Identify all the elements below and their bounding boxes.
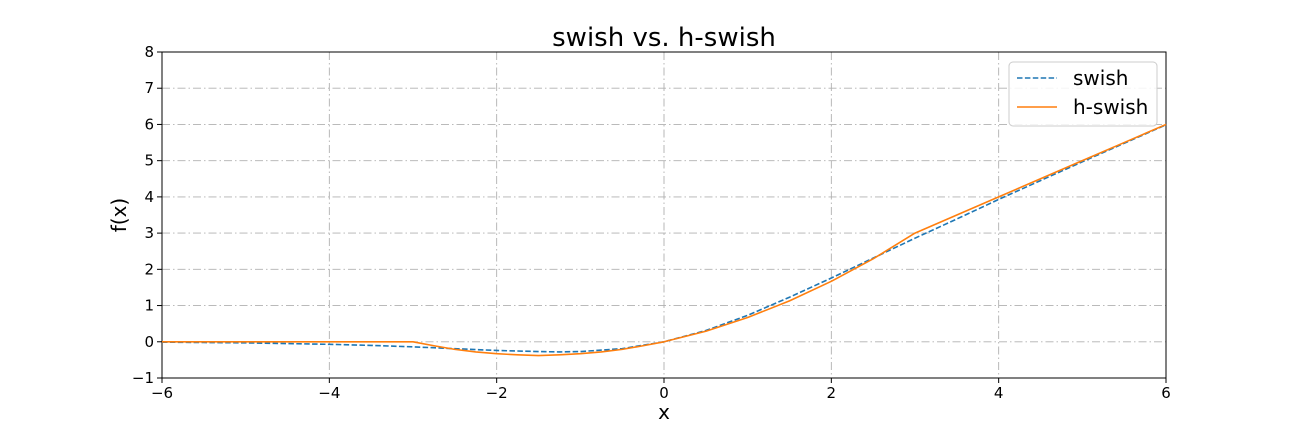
- y-axis-label: f(x): [107, 198, 131, 232]
- chart-title: swish vs. h-swish: [552, 23, 776, 53]
- y-tick-labels: −1 0 1 2 3 4 5 6 7 8: [132, 43, 154, 387]
- series-lines: [161, 123, 1167, 357]
- y-tick-label: 6: [144, 115, 154, 133]
- y-tick-label: 3: [144, 224, 154, 242]
- y-tick-label: 0: [144, 333, 154, 351]
- x-tick-label: −6: [151, 384, 173, 402]
- series-line-swish: [161, 124, 1167, 353]
- x-tick-label: 0: [659, 384, 669, 402]
- y-tick-label: 7: [144, 79, 154, 97]
- legend-label-h-swish: h-swish: [1073, 95, 1148, 119]
- x-tick-labels: −6 −4 −2 0 2 4 6: [151, 384, 1171, 402]
- x-tick-label: −2: [486, 384, 508, 402]
- y-tick-label: −1: [132, 369, 154, 387]
- x-tick-label: 6: [1161, 384, 1171, 402]
- y-tick-label: 1: [144, 297, 154, 315]
- y-tick-label: 5: [144, 152, 154, 170]
- y-tick-label: 8: [144, 43, 154, 61]
- x-tick-label: 2: [827, 384, 837, 402]
- legend: swish h-swish: [1008, 61, 1158, 127]
- series-line-h-swish: [162, 123, 1167, 357]
- x-tick-label: 4: [994, 384, 1004, 402]
- axis-ticks: [157, 51, 1167, 383]
- x-axis-label: x: [658, 400, 670, 424]
- y-tick-label: 2: [144, 260, 154, 278]
- y-tick-label: 4: [144, 188, 154, 206]
- legend-label-swish: swish: [1073, 66, 1128, 90]
- x-tick-label: −4: [318, 384, 340, 402]
